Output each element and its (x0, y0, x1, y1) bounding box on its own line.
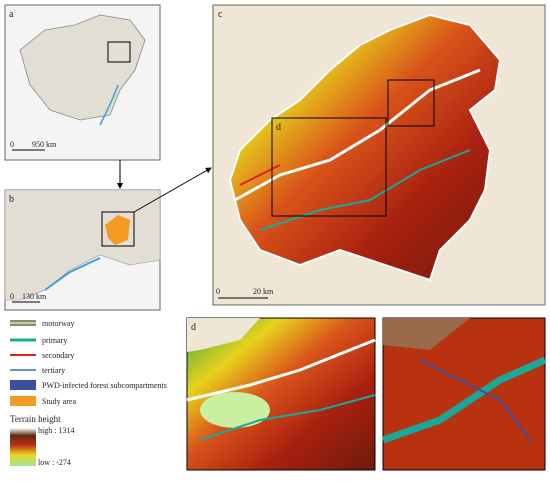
panel-e (381, 317, 547, 471)
legend-item: motorway (42, 319, 74, 328)
terrain-title: Terrain height (10, 414, 61, 424)
terrain-low: low : -274 (38, 458, 71, 467)
legend-item: PWD-infected forest subcompartments (42, 381, 167, 390)
legend: motorway primary secondary tertiary PWD-… (10, 319, 167, 467)
panel-label: b (9, 194, 14, 205)
panel-label: d (191, 322, 196, 333)
scale-length: 950 km (32, 140, 57, 149)
panel-d: d (186, 317, 376, 471)
panel-label: d (276, 122, 281, 133)
legend-item: tertiary (42, 366, 65, 375)
scale-length: 130 km (22, 292, 47, 301)
terrain-high: high : 1314 (38, 426, 74, 435)
scale-length: 20 km (253, 287, 274, 296)
panel-c: c d 0 20 km (212, 4, 546, 306)
scale-zero: 0 (10, 292, 14, 301)
panel-label: a (9, 9, 14, 20)
legend-item: secondary (42, 351, 74, 360)
panel-a: a 0 950 km (4, 4, 161, 161)
panel-b: b 0 130 km (4, 189, 161, 311)
legend-item: primary (42, 336, 67, 345)
panel-label: c (218, 9, 223, 20)
legend-item: Study area (42, 397, 76, 406)
scale-zero: 0 (216, 287, 220, 296)
scale-zero: 0 (10, 140, 14, 149)
